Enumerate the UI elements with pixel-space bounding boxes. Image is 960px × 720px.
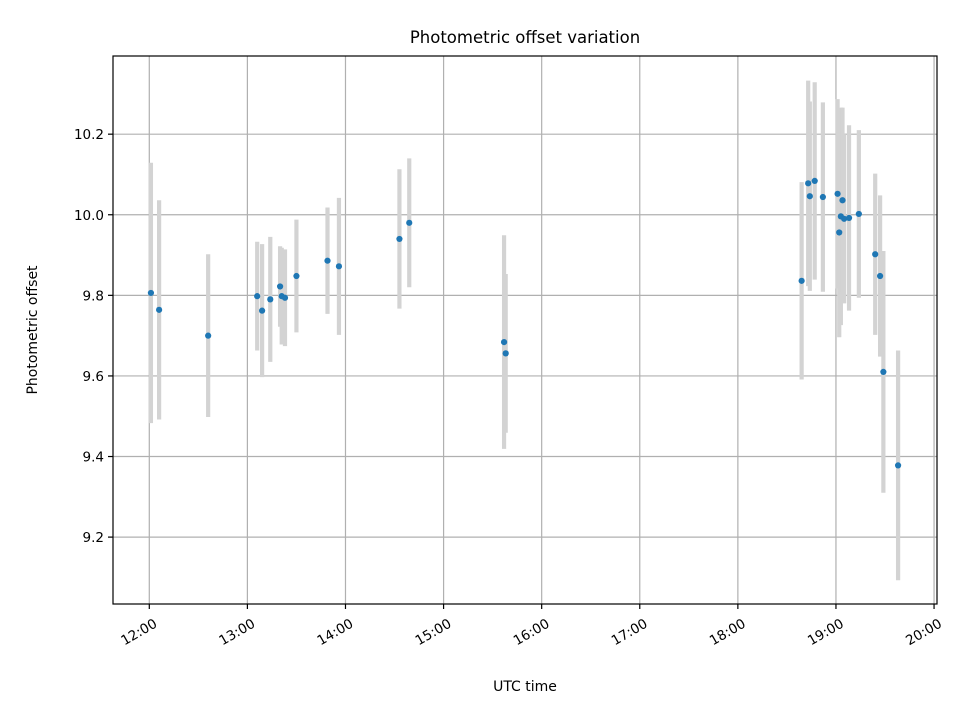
- data-point: [500, 338, 508, 346]
- data-point: [267, 296, 274, 303]
- data-point: [324, 257, 331, 264]
- data-point: [880, 368, 887, 376]
- data-point: [806, 193, 813, 200]
- data-point: [406, 219, 413, 226]
- data-point: [276, 283, 284, 290]
- grid-lines: [113, 56, 937, 604]
- chart-title: Photometric offset variation: [410, 28, 640, 47]
- data-point: [841, 215, 848, 222]
- data-point: [834, 190, 841, 197]
- data-point: [845, 214, 853, 222]
- data-point: [156, 306, 163, 313]
- data-point: [894, 462, 902, 469]
- data-point: [205, 332, 212, 339]
- data-point: [805, 180, 812, 187]
- y-tick-label: 9.6: [83, 369, 104, 385]
- data-point: [855, 210, 862, 218]
- y-axis-label: Photometric offset: [25, 265, 41, 395]
- data-point: [839, 197, 846, 204]
- data-point: [147, 289, 155, 297]
- data-point: [872, 251, 879, 258]
- y-tick-label: 9.2: [83, 530, 104, 546]
- data-point: [819, 193, 826, 201]
- y-tick-label: 10.0: [74, 208, 104, 224]
- data-point: [259, 307, 266, 314]
- y-tick-label: 10.2: [74, 127, 104, 143]
- data-point: [877, 272, 884, 280]
- data-points: [147, 177, 902, 469]
- y-tick-label: 9.4: [83, 450, 104, 466]
- data-point: [254, 293, 261, 300]
- x-axis-label: UTC time: [493, 679, 557, 695]
- data-point: [502, 350, 509, 357]
- data-point: [798, 277, 805, 284]
- data-point: [836, 229, 843, 236]
- data-point: [293, 272, 300, 280]
- data-point: [335, 263, 343, 270]
- data-point: [811, 177, 818, 185]
- plot-frame: [112, 55, 938, 605]
- y-axis: 9.2 9.4 9.6 9.8 10.0 10.2: [74, 127, 113, 546]
- data-point: [281, 294, 289, 301]
- data-point: [396, 235, 403, 243]
- y-tick-label: 9.8: [83, 288, 104, 304]
